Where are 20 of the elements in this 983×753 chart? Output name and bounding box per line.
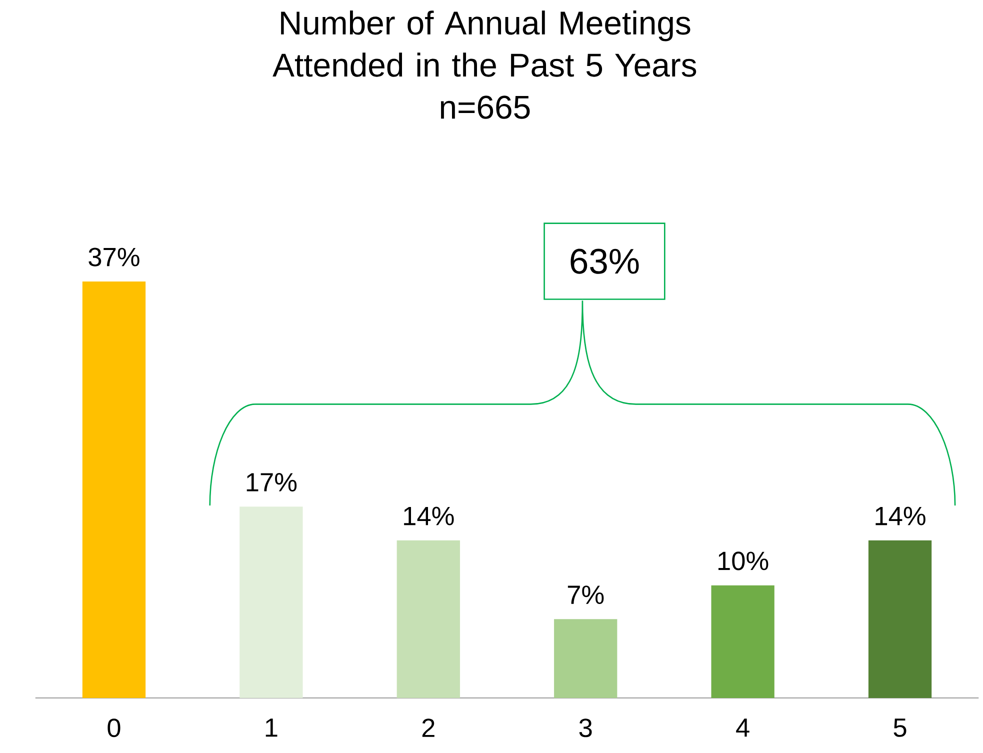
x-tick-label: 2	[422, 718, 434, 738]
bar	[554, 619, 618, 698]
data-label: 14%	[404, 506, 454, 526]
x-tick-label: 3	[579, 718, 592, 738]
x-tick-label: 4	[736, 718, 750, 737]
bar	[711, 586, 774, 698]
data-label: 10%	[718, 552, 768, 570]
chart-subtitle: n=665	[440, 96, 530, 120]
data-label: 14%	[876, 506, 926, 526]
data-label: 17%	[246, 473, 297, 492]
text: 63%	[570, 248, 639, 274]
data-label: 7%	[568, 586, 604, 604]
bar	[82, 282, 146, 698]
bar	[240, 506, 303, 698]
x-tick-label: 1	[266, 718, 278, 737]
bar	[396, 540, 460, 698]
x-tick-label: 5	[894, 718, 906, 738]
x-tick-label: 0	[108, 718, 120, 738]
bar	[868, 540, 932, 698]
data-label: 37%	[88, 248, 140, 266]
